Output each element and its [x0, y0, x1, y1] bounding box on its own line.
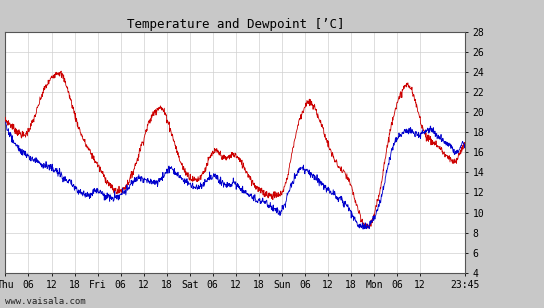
Title: Temperature and Dewpoint [’C]: Temperature and Dewpoint [’C] [127, 18, 344, 31]
Text: www.vaisala.com: www.vaisala.com [5, 298, 86, 306]
